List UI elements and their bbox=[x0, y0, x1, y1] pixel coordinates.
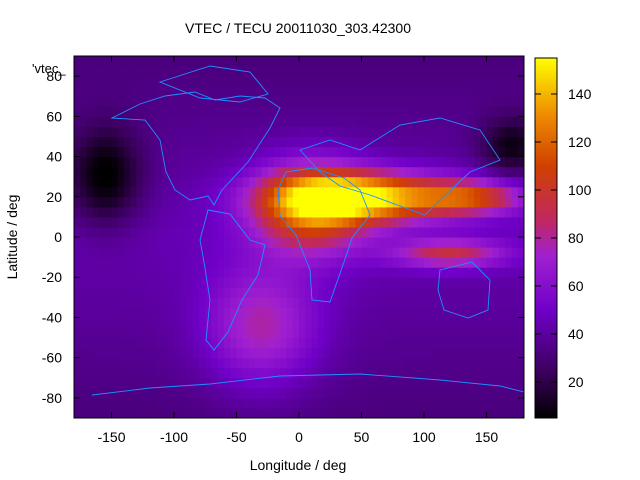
colorbar-ticks: 20 40 60 80 100 120 140 bbox=[535, 86, 592, 390]
chart-title: VTEC / TECU 20011030_303.42300 bbox=[185, 20, 411, 36]
coastline-overlay bbox=[91, 65, 524, 396]
y-axis: -80 -60 -40 -20 0 20 40 60 80 bbox=[42, 68, 524, 406]
x-tick-label: -100 bbox=[160, 429, 188, 445]
colorbar-tick-label: 120 bbox=[568, 134, 592, 150]
colorbar-tick-label: 60 bbox=[568, 278, 584, 294]
colorbar-tick-label: 100 bbox=[568, 182, 592, 198]
vtec-heatmap bbox=[74, 56, 524, 418]
x-tick-label: 50 bbox=[354, 429, 370, 445]
x-axis: -150 -100 -50 0 50 100 150 bbox=[97, 56, 498, 445]
y-tick-label: 0 bbox=[54, 229, 62, 245]
colorbar-tick-label: 20 bbox=[568, 374, 584, 390]
x-tick-label: -50 bbox=[226, 429, 246, 445]
x-axis-label: Longitude / deg bbox=[250, 457, 347, 473]
colorbar-tick-label: 140 bbox=[568, 86, 592, 102]
y-tick-label: -60 bbox=[42, 350, 62, 366]
x-tick-label: 150 bbox=[475, 429, 499, 445]
y-tick-label: 60 bbox=[46, 108, 62, 124]
y-tick-label: 80 bbox=[46, 68, 62, 84]
y-tick-label: 20 bbox=[46, 189, 62, 205]
y-tick-label: -80 bbox=[42, 390, 62, 406]
x-tick-label: 0 bbox=[295, 429, 303, 445]
colorbar-tick-label: 80 bbox=[568, 230, 584, 246]
y-tick-label: 40 bbox=[46, 149, 62, 165]
y-axis-label: Latitude / deg bbox=[4, 195, 20, 280]
x-tick-label: 100 bbox=[412, 429, 436, 445]
y-tick-label: -20 bbox=[42, 269, 62, 285]
y-tick-label: -40 bbox=[42, 309, 62, 325]
x-tick-label: -150 bbox=[97, 429, 125, 445]
key-label: 'vtec_ bbox=[32, 61, 66, 76]
colorbar-tick-label: 40 bbox=[568, 326, 584, 342]
